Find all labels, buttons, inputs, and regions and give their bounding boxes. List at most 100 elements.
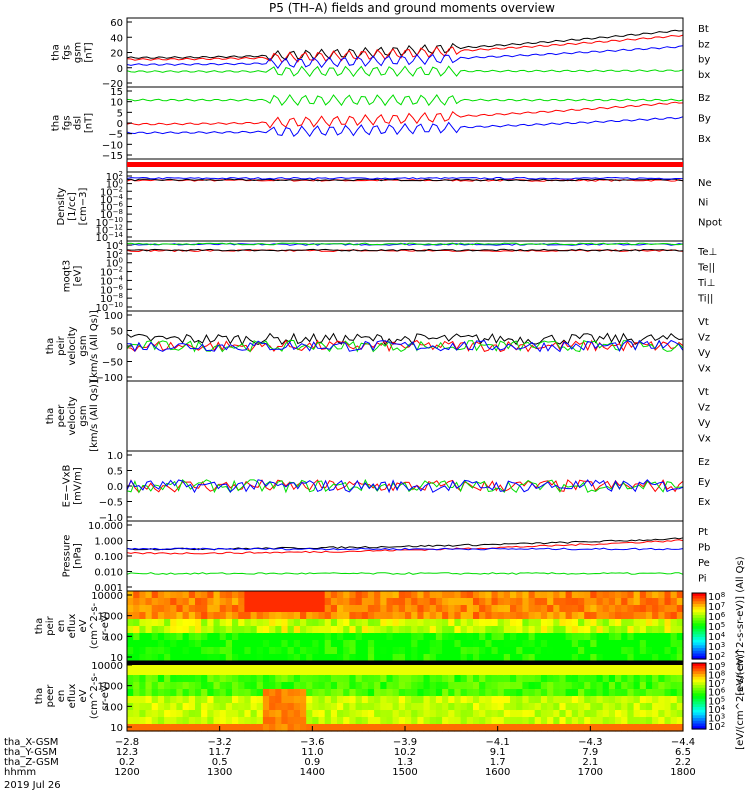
heatmap-cell (367, 633, 375, 641)
heatmap-cell (374, 682, 381, 690)
heatmap-cell (133, 647, 140, 655)
y-tick-label: −50 (102, 358, 123, 369)
heatmap-cell (485, 724, 493, 732)
y-tick-exponent: −8 (113, 292, 123, 300)
heatmap-cell (621, 605, 628, 613)
heatmap-cell (213, 605, 221, 613)
heatmap-cell (306, 682, 313, 690)
heatmap-cell (312, 598, 320, 606)
heatmap-cell (151, 598, 159, 606)
heatmap-cell (423, 591, 431, 599)
heatmap-cell (281, 647, 289, 655)
y-axis-label: thafgsdsl[nT] (51, 113, 95, 133)
heatmap-cell (615, 598, 622, 606)
y-axis-label-line: velocity (67, 396, 78, 435)
heatmap-cell (312, 619, 320, 627)
y-axis-label-line: (cm^2-s- (89, 672, 100, 719)
heatmap-cell (540, 633, 548, 641)
heatmap-cell (139, 675, 147, 683)
heatmap-cell (201, 640, 208, 648)
heatmap-cell (442, 633, 449, 641)
heatmap-cell (435, 717, 443, 725)
heatmap-cell (466, 633, 474, 641)
heatmap-cell (318, 710, 326, 718)
heatmap-cell (398, 710, 406, 718)
heatmap-cell (442, 654, 449, 662)
heatmap-cell (417, 633, 425, 641)
heatmap-cell (633, 689, 641, 697)
heatmap-cell (621, 633, 628, 641)
heatmap-cell (547, 654, 554, 662)
heatmap-cell (565, 717, 573, 725)
heatmap-cell (608, 612, 616, 620)
heatmap-cell (639, 647, 647, 655)
heatmap-cell (219, 682, 227, 690)
heatmap-cell (411, 605, 418, 613)
heatmap-cell (374, 626, 381, 634)
heatmap-cell (281, 703, 289, 711)
y-tick-label: 0.010 (94, 568, 123, 579)
heatmap-cell (232, 605, 239, 613)
heatmap-cell (633, 612, 641, 620)
heatmap-cell (300, 633, 307, 641)
y-tick-label: 1000 (98, 682, 123, 693)
heatmap-cell (584, 640, 591, 648)
heatmap-cell (386, 724, 394, 732)
heatmap-cell (503, 710, 511, 718)
heatmap-cell (479, 619, 486, 627)
heatmap-cell (151, 689, 159, 697)
heatmap-cell (411, 682, 418, 690)
heatmap-cell (139, 710, 147, 718)
heatmap-cell (349, 598, 357, 606)
heatmap-cell (256, 598, 264, 606)
heatmap-cell (522, 633, 530, 641)
heatmap-cell (435, 675, 443, 683)
heatmap-cell (219, 633, 227, 641)
heatmap-cell (565, 675, 573, 683)
heatmap-cell (244, 619, 252, 627)
heatmap-cell (145, 717, 153, 725)
heatmap-cell (417, 682, 425, 690)
heatmap-cell (207, 675, 215, 683)
heatmap-cell (503, 605, 511, 613)
heatmap-cell (238, 591, 245, 599)
heatmap-cell (306, 626, 313, 634)
heatmap-cell (510, 724, 517, 732)
heatmap-cell (590, 703, 598, 711)
colorbar-segment (692, 639, 706, 644)
heatmap-cell (448, 633, 455, 641)
heatmap-cell (244, 654, 252, 662)
heatmap-cell (664, 703, 672, 711)
heatmap-cell (528, 689, 536, 697)
heatmap-cell (312, 703, 320, 711)
heatmap-cell (534, 717, 542, 725)
heatmap-cell (176, 696, 184, 704)
heatmap-cell (349, 703, 357, 711)
heatmap-cell (262, 717, 270, 725)
heatmap-cell (510, 717, 517, 725)
heatmap-cell (429, 640, 437, 648)
heatmap-cell (584, 612, 591, 620)
heatmap-cell (269, 619, 276, 627)
heatmap-cell (349, 619, 357, 627)
heatmap-cell (256, 619, 264, 627)
heatmap-cell (578, 598, 585, 606)
legend-Pe: Pe (698, 558, 710, 569)
legend-Te||: Te|| (697, 263, 715, 274)
heatmap-cell (547, 619, 554, 627)
heatmap-cell (590, 598, 598, 606)
heatmap-cell (287, 633, 295, 641)
heatmap-cell (300, 710, 307, 718)
heatmap-cell (460, 675, 468, 683)
y-tick-exponent: −14 (108, 231, 123, 239)
heatmap-cell (460, 654, 468, 662)
heatmap-cell (151, 682, 159, 690)
heatmap-cell (275, 633, 283, 641)
heatmap-cell (330, 668, 338, 676)
heatmap-cell (324, 724, 332, 732)
heatmap-cell (151, 640, 159, 648)
heatmap-cell (361, 626, 369, 634)
heatmap-cell (170, 612, 177, 620)
heatmap-cell (238, 703, 245, 711)
heatmap-cell (608, 591, 616, 599)
